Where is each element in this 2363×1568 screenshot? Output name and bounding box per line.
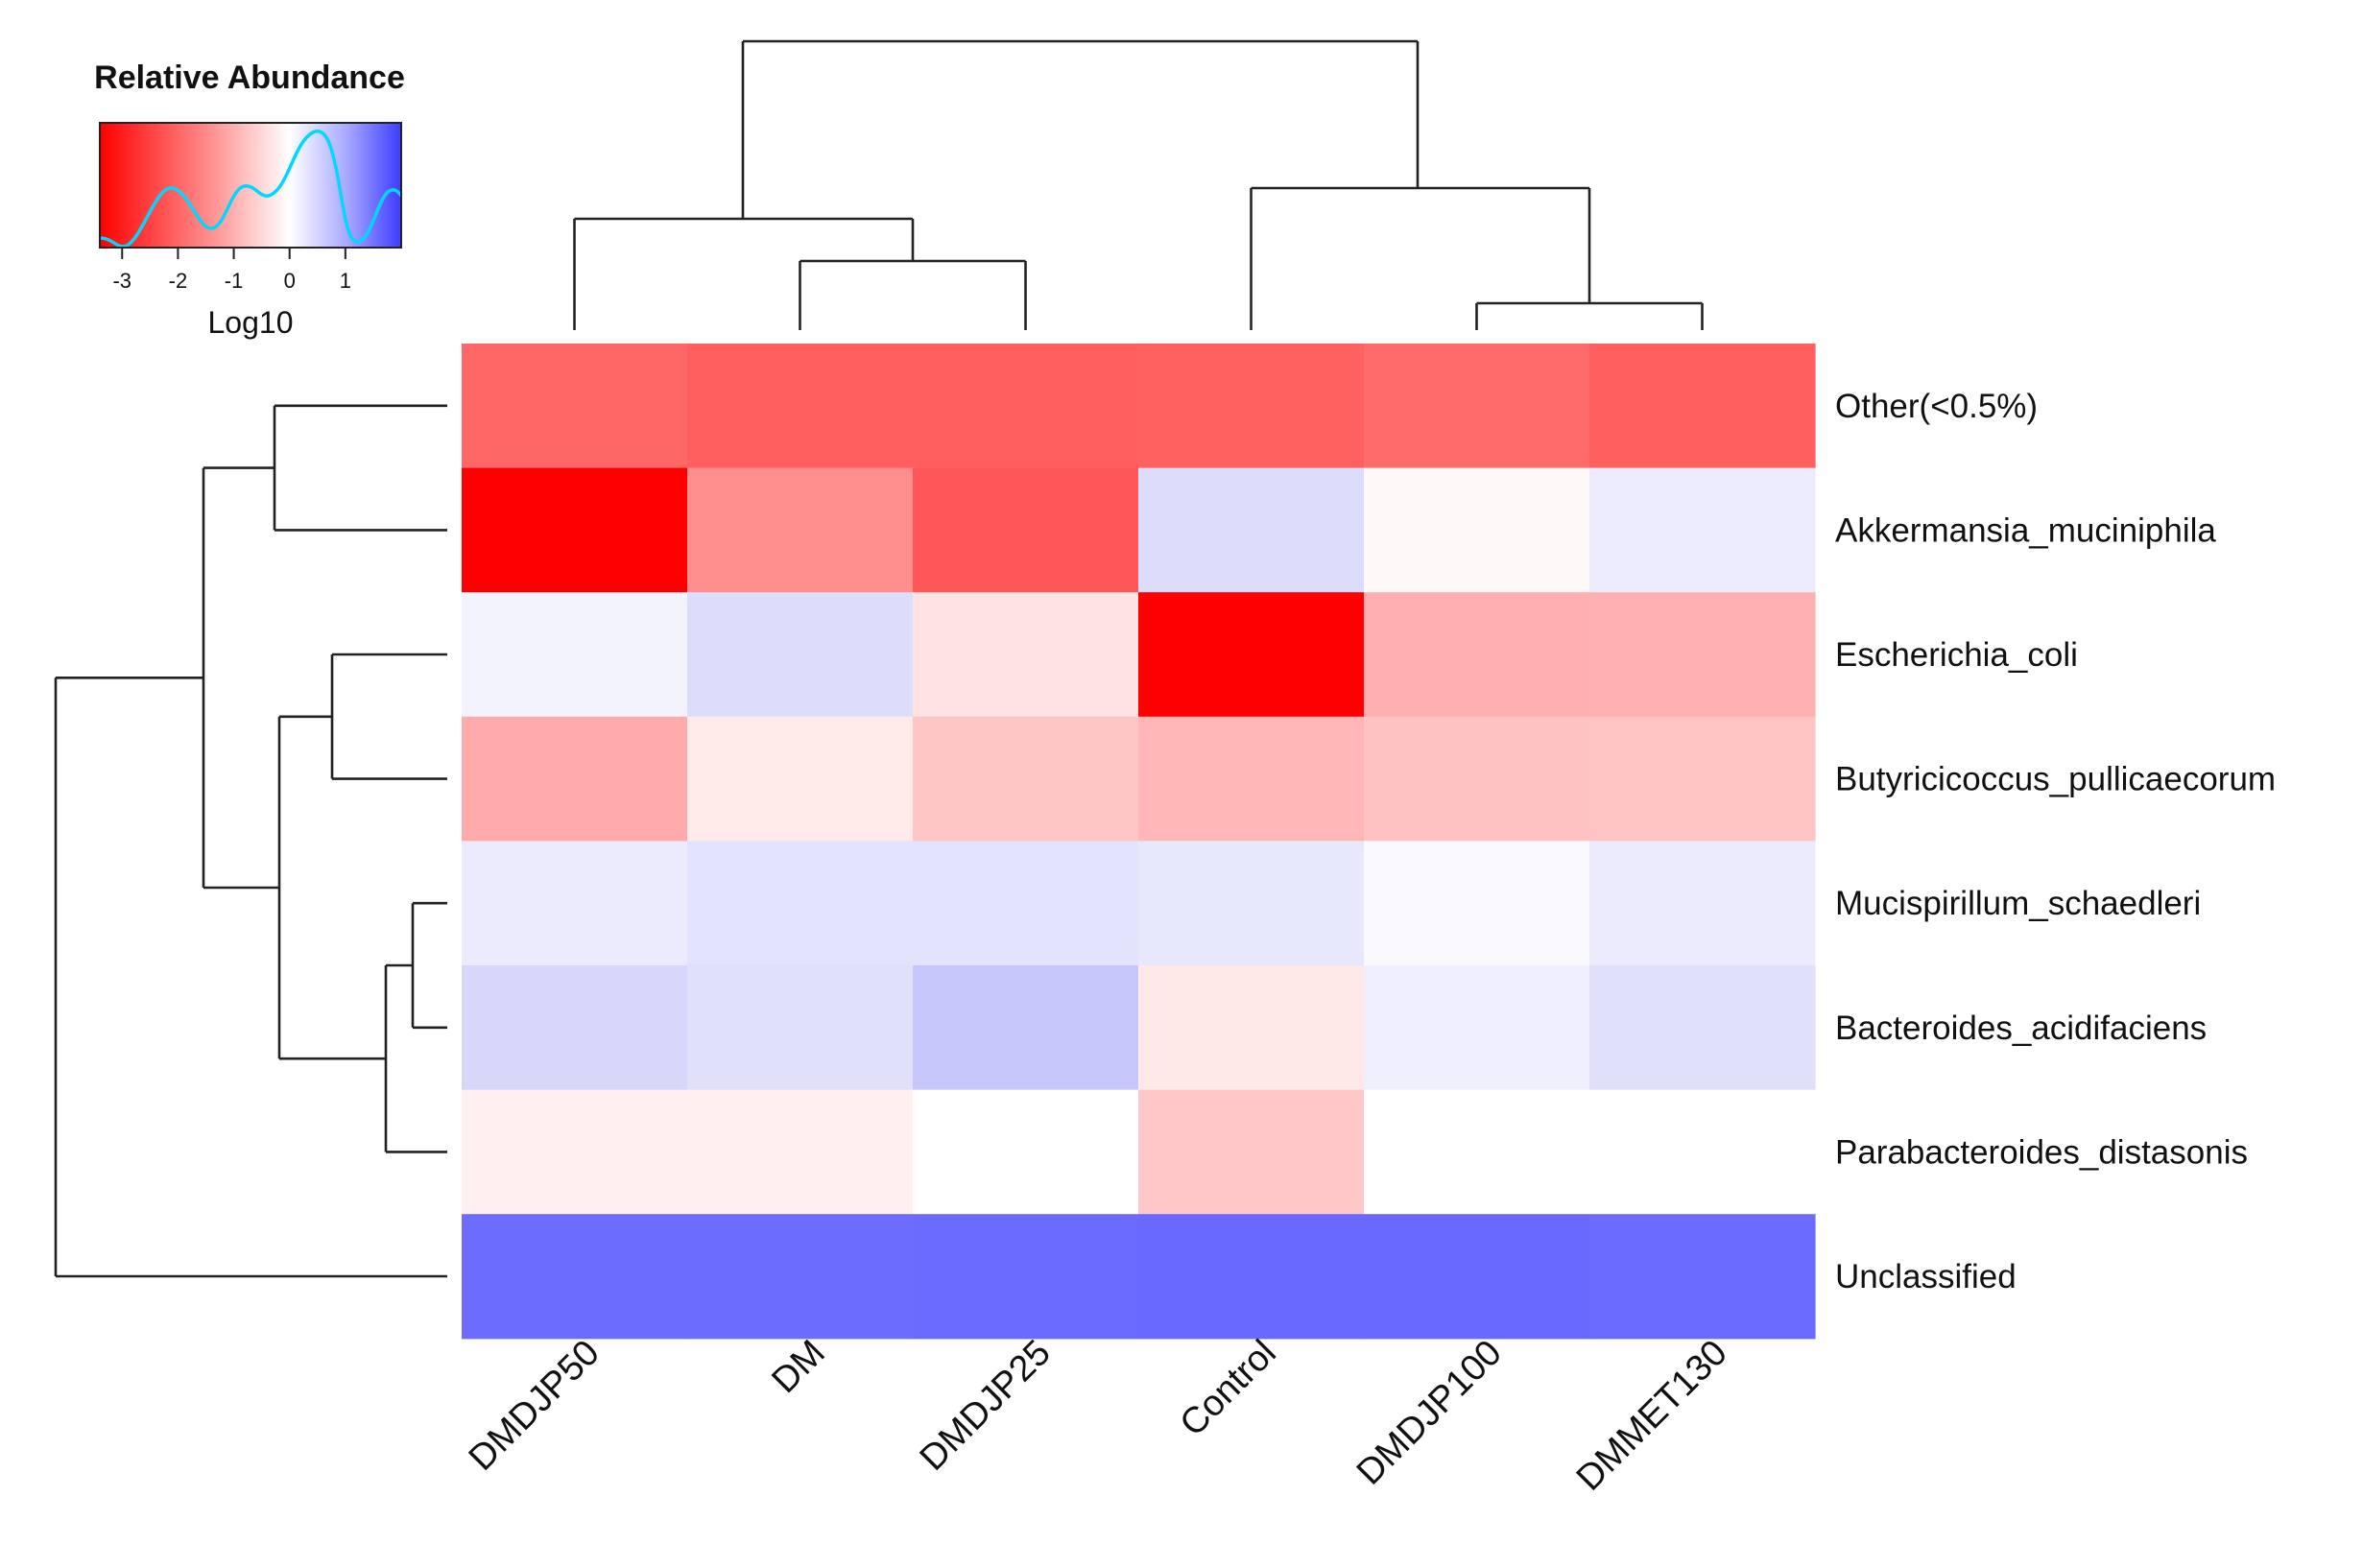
heatmap-cell: [1589, 344, 1816, 469]
row-label: Other(<0.5%): [1835, 388, 2038, 425]
heatmap-cells: [462, 344, 1816, 1340]
heatmap-cell: [462, 1214, 688, 1340]
heatmap-cell: [1364, 592, 1590, 718]
heatmap-cell: [687, 1089, 914, 1215]
legend-axis: -3 -2 -1 0 1: [112, 248, 351, 293]
heatmap-cell: [1589, 1089, 1816, 1215]
heatmap-cell: [1364, 344, 1590, 469]
heatmap-cell: [1364, 716, 1590, 842]
heatmap-cell: [913, 1089, 1139, 1215]
heatmap-cell: [462, 592, 688, 718]
heatmap-cell: [687, 1214, 914, 1340]
heatmap-cell: [687, 716, 914, 842]
heatmap-cell: [1138, 841, 1365, 966]
heatmap-cell: [462, 344, 688, 469]
column-label: DMMET130: [1569, 1333, 1735, 1499]
column-label: DMDJP25: [913, 1333, 1059, 1479]
legend-title: Relative Abundance: [94, 59, 405, 96]
heatmap-cell: [462, 467, 688, 593]
heatmap-cell: [1589, 467, 1816, 593]
heatmap-cell: [1138, 344, 1365, 469]
legend-tick-label: -1: [225, 269, 244, 293]
column-label: Control: [1173, 1333, 1284, 1444]
row-label: Unclassified: [1835, 1258, 2017, 1295]
row-label: Butyricicoccus_pullicaecorum: [1835, 761, 2276, 798]
column-labels: DMDJP50 DM DMDJP25 Control DMDJP100 DMMET130: [462, 1333, 1735, 1499]
legend-density-line: [99, 130, 403, 249]
heatmap-cell: [913, 965, 1139, 1091]
heatmap-cell: [687, 841, 914, 966]
heatmap-cell: [1589, 716, 1816, 842]
heatmap-cell: [1364, 1089, 1590, 1215]
row-label: Bacteroides_acidifaciens: [1835, 1010, 2207, 1047]
row-label: Akkermansia_muciniphila: [1835, 511, 2216, 549]
heatmap-cell: [687, 965, 914, 1091]
heatmap-cell: [1138, 467, 1365, 593]
row-label: Escherichia_coli: [1835, 636, 2078, 674]
heatmap-cell: [462, 965, 688, 1091]
row-label: Mucispirillum_schaedleri: [1835, 885, 2201, 922]
heatmap-cell: [1589, 1214, 1816, 1340]
heatmap-cell: [1138, 716, 1365, 842]
heatmap-cell: [1364, 467, 1590, 593]
column-label: DMDJP100: [1349, 1333, 1510, 1493]
heatmap-cell: [913, 841, 1139, 966]
heatmap-cell: [687, 467, 914, 593]
heatmap-cell: [1589, 965, 1816, 1091]
legend-tick-label: 0: [284, 269, 296, 293]
heatmap-cell: [462, 841, 688, 966]
legend-tick-label: 1: [340, 269, 351, 293]
heatmap-cell: [913, 467, 1139, 593]
heatmap-cell: [1589, 841, 1816, 966]
heatmap-cell: [1138, 1089, 1365, 1215]
heatmap-cell: [913, 344, 1139, 469]
legend-tick-label: -2: [169, 269, 188, 293]
row-label: Parabacteroides_distasonis: [1835, 1133, 2248, 1171]
color-key: Relative Abundance -3 -2 -1 0 1 Log10: [94, 59, 405, 340]
heatmap-cell: [462, 1089, 688, 1215]
heatmap-cell: [913, 592, 1139, 718]
heatmap-cell: [913, 1214, 1139, 1340]
column-label: DMDJP50: [462, 1333, 608, 1479]
heatmap-cell: [1364, 1214, 1590, 1340]
heatmap-cell: [1364, 965, 1590, 1091]
heatmap-cell: [462, 716, 688, 842]
column-label: DM: [764, 1333, 832, 1401]
row-labels: Other(<0.5%) Akkermansia_muciniphila Esche…: [1835, 388, 2276, 1295]
heatmap-cell: [1589, 592, 1816, 718]
heatmap-cell: [1138, 965, 1365, 1091]
heatmap-cell: [1364, 841, 1590, 966]
heatmap-cell: [1138, 1214, 1365, 1340]
row-dendrogram: [54, 404, 447, 1278]
heatmap-cell: [1138, 592, 1365, 718]
legend-frame: [99, 122, 402, 249]
legend-tick-label: -3: [112, 269, 131, 293]
heatmap-cell: [687, 344, 914, 469]
heatmap-cell: [687, 592, 914, 718]
legend-axis-label: Log10: [208, 305, 294, 340]
heatmap-cell: [913, 716, 1139, 842]
column-dendrogram: [573, 39, 1704, 330]
